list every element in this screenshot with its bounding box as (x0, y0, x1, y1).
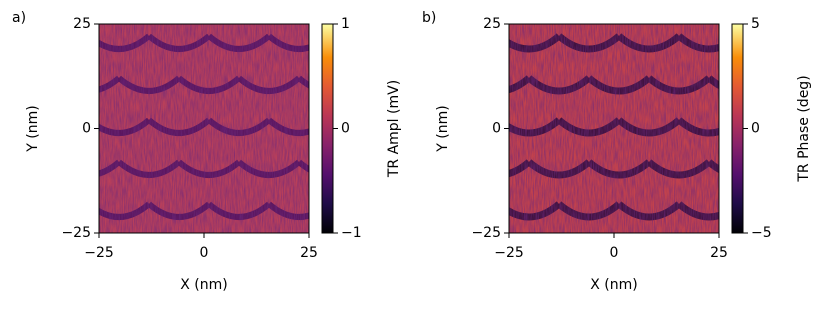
y-axis-label: Y (nm) (435, 105, 451, 152)
panel-label: b) (422, 10, 436, 26)
y-axis-label: Y (nm) (25, 105, 41, 152)
colorbar-tick-label: 1 (341, 16, 350, 32)
y-tick-label: −25 (471, 225, 501, 241)
x-axis-label: X (nm) (180, 277, 227, 293)
y-tick-label: 25 (483, 16, 501, 32)
colorbar-tick-label: −1 (341, 225, 362, 241)
colorbar-tick-label: 5 (751, 16, 760, 32)
x-tick-label: 25 (710, 245, 728, 261)
panel-label: a) (12, 10, 26, 26)
x-tick-label: 0 (610, 245, 619, 261)
y-tick-label: 0 (82, 121, 91, 137)
heatmap-image (509, 24, 719, 233)
heatmap-image (99, 24, 309, 233)
colorbar-tick-label: 0 (341, 121, 350, 137)
x-axis-label: X (nm) (590, 277, 637, 293)
colorbar-label: TR Phase (deg) (796, 75, 812, 182)
x-tick-label: 0 (200, 245, 209, 261)
y-tick-label: 0 (492, 121, 501, 137)
x-tick-label: −25 (494, 245, 524, 261)
heatmap-noise (99, 24, 309, 233)
colorbar (731, 23, 744, 234)
colorbar-tick-label: −5 (751, 225, 772, 241)
colorbar (321, 23, 334, 234)
x-tick-label: −25 (84, 245, 114, 261)
y-tick-label: −25 (61, 225, 91, 241)
heatmap-noise (509, 24, 719, 233)
y-tick-label: 25 (73, 16, 91, 32)
colorbar-label: TR Ampl (mV) (386, 80, 402, 178)
x-tick-label: 25 (300, 245, 318, 261)
colorbar-tick-label: 0 (751, 121, 760, 137)
